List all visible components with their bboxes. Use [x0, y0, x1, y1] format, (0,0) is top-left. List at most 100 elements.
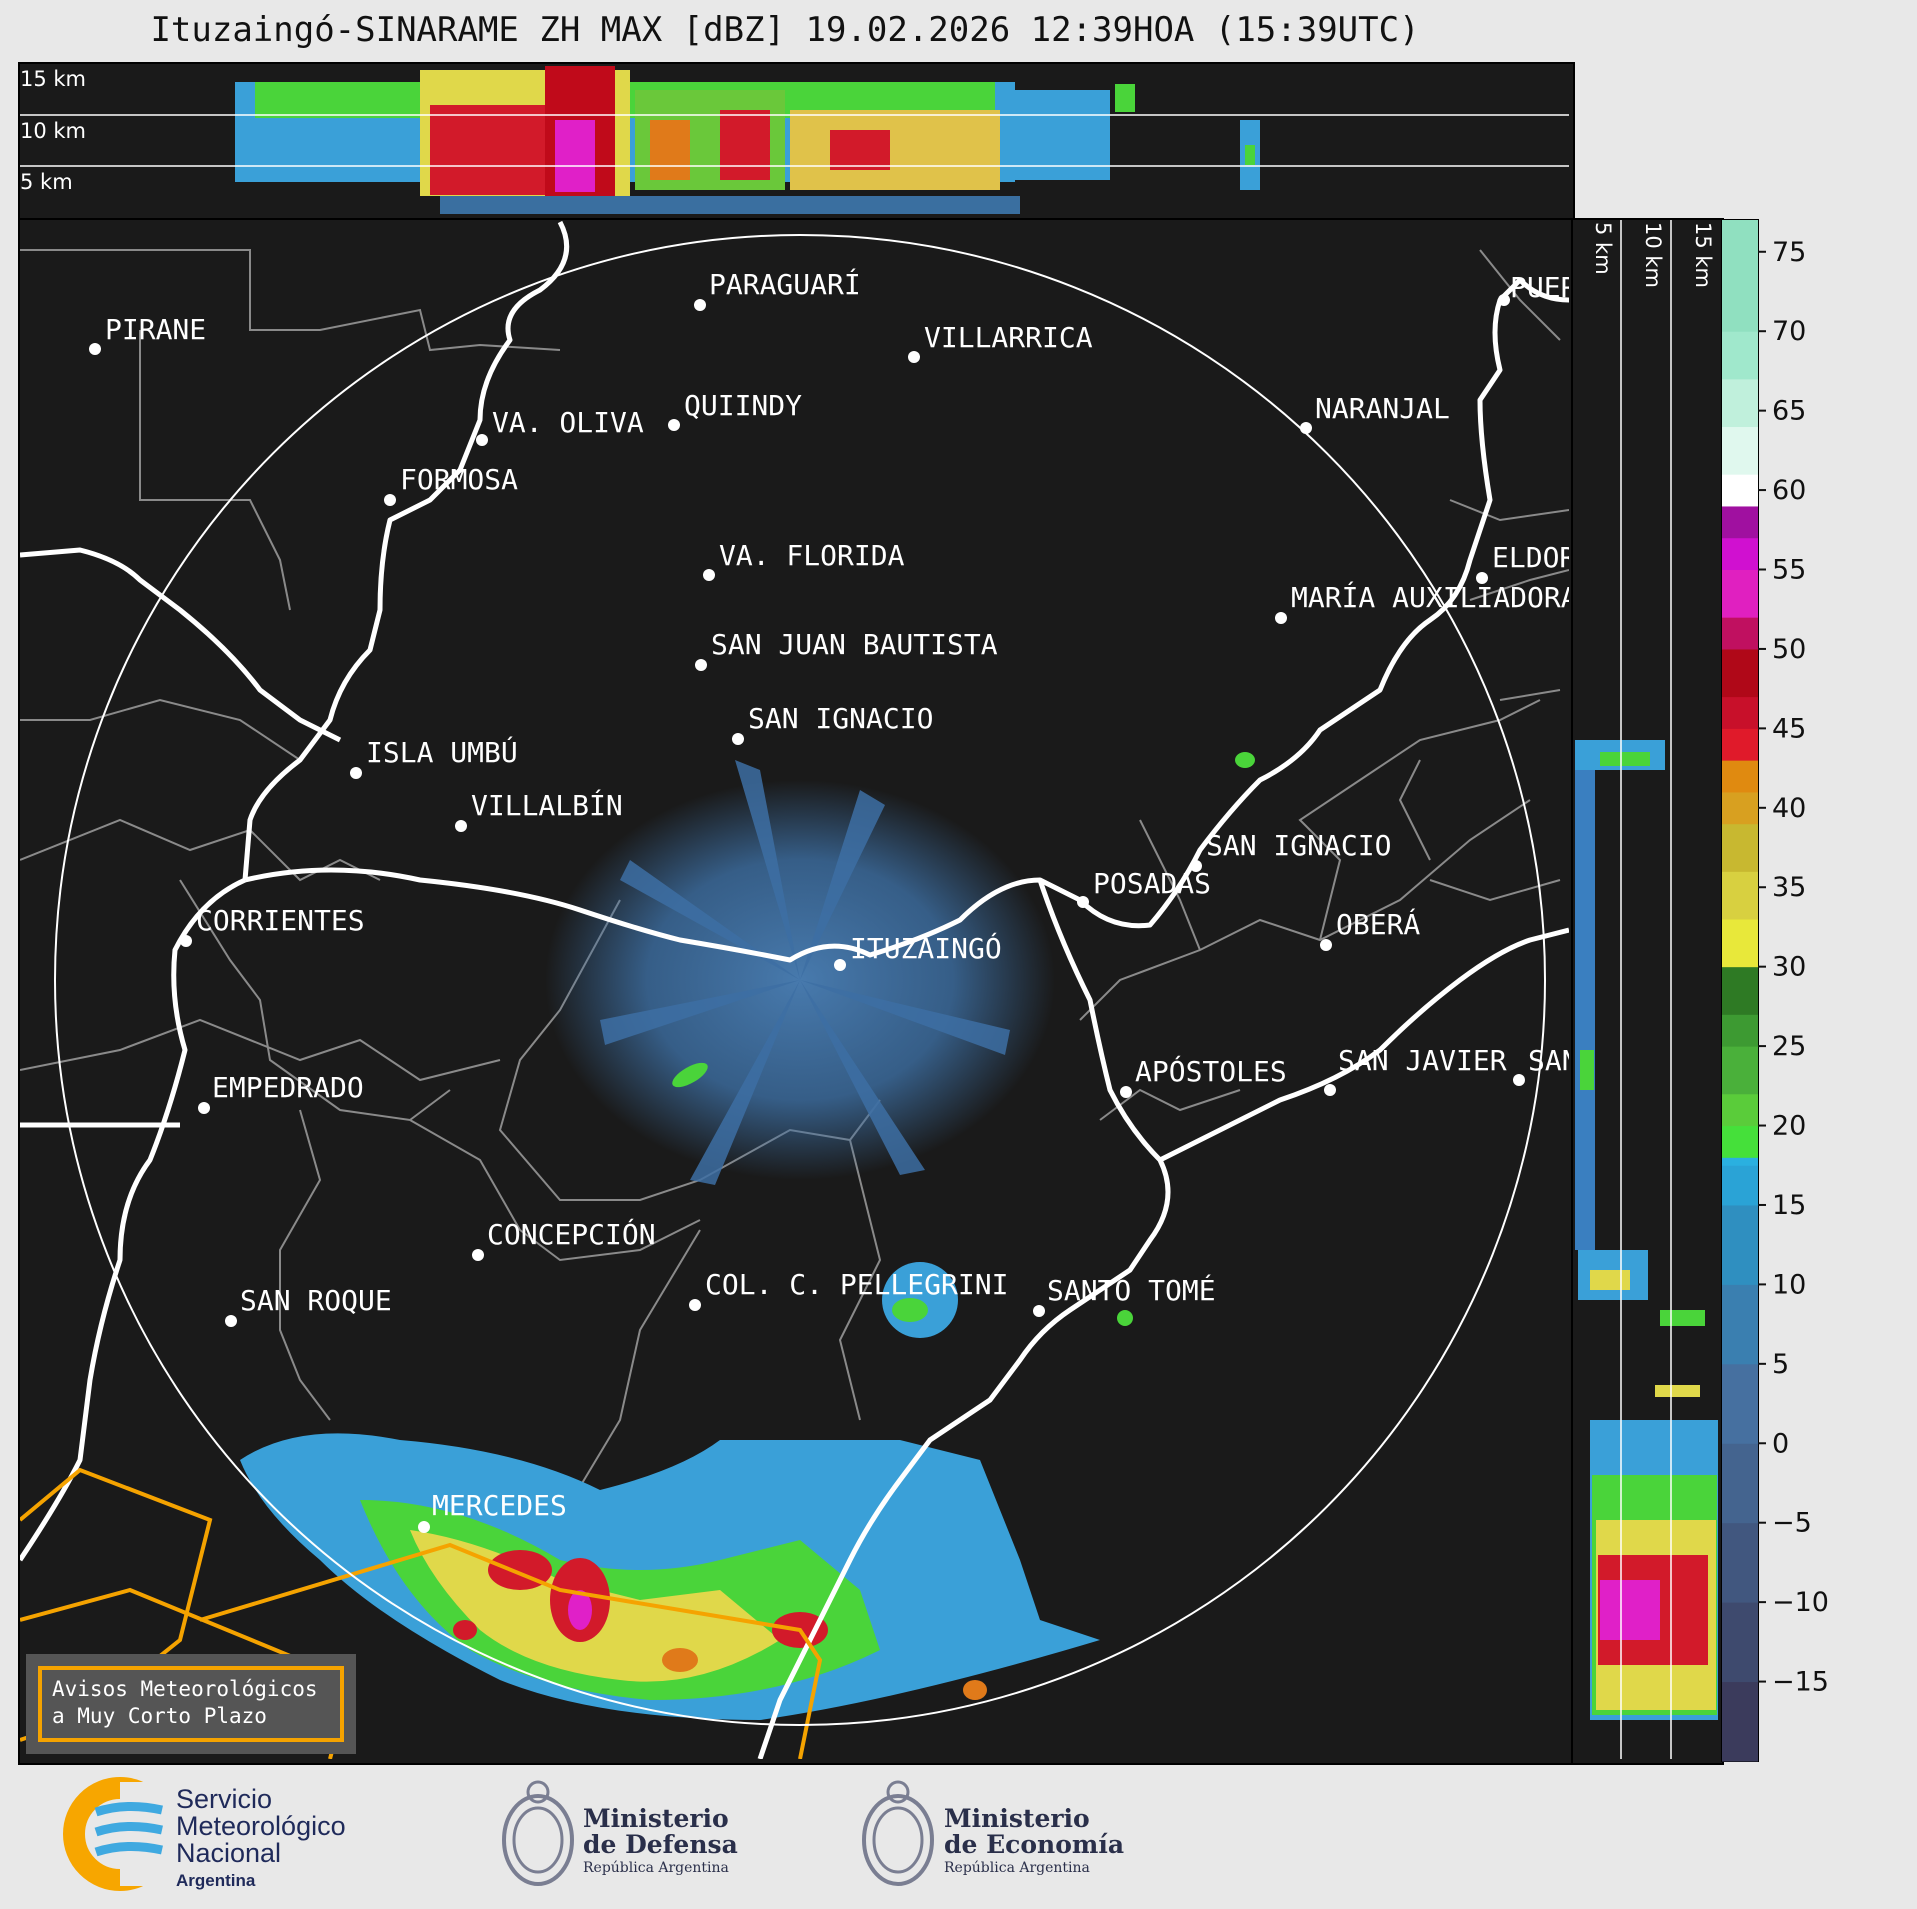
colorbar-tick-label: 5 — [1772, 1349, 1789, 1380]
defensa-line: República Argentina — [583, 1860, 729, 1876]
colorbar-swatch — [1722, 1602, 1758, 1683]
colorbar-swatch — [1722, 1522, 1758, 1603]
side-altitude-label: 5 km — [1591, 222, 1615, 275]
colorbar-swatch — [1722, 1046, 1758, 1095]
colorbar-swatch — [1722, 426, 1758, 475]
colorbar-tick-label: 40 — [1772, 793, 1806, 824]
footer-logos: Servicio Meteorológico Nacional Argentin… — [0, 1762, 1917, 1909]
top-altitude-label: 15 km — [20, 67, 86, 91]
city-label: CORRIENTES — [196, 904, 365, 937]
city-label: VILLARRICA — [924, 321, 1093, 354]
colorbar-swatch — [1722, 728, 1758, 761]
colorbar-swatch — [1722, 1014, 1758, 1047]
side-altitude-label: 15 km — [1691, 222, 1715, 288]
top-cappi-echoes — [235, 66, 1260, 214]
city-label: SAN JAVIER — [1338, 1044, 1507, 1077]
defensa-line: Ministerio — [583, 1804, 729, 1833]
city-label: SAN IGNACIO — [1206, 829, 1391, 862]
city-label: NARANJAL — [1315, 392, 1450, 425]
colorbar-swatch — [1722, 1093, 1758, 1127]
city-label: SAN ROQUE — [240, 1284, 392, 1317]
colorbar-swatch — [1722, 331, 1758, 380]
colorbar-tick-label: 25 — [1772, 1031, 1806, 1062]
city-label: CONCEPCIÓN — [487, 1217, 656, 1251]
page-title: Ituzaingó-SINARAME ZH MAX [dBZ] 19.02.20… — [150, 10, 1420, 50]
city-label: MARÍA AUXILIADORA — [1291, 580, 1578, 614]
city-labels: PIRANE PARAGUARÍ VILLARRICA QUIINDY VA. … — [105, 267, 1611, 1522]
smn-line: Nacional — [176, 1838, 282, 1868]
footer-graphics — [63, 1777, 934, 1891]
colorbar-swatch — [1722, 823, 1758, 872]
colorbar-tick-label: 10 — [1772, 1269, 1806, 1300]
economia-line: República Argentina — [944, 1860, 1090, 1876]
city-label: SAN — [1528, 1044, 1579, 1077]
colorbar-tick-label: 50 — [1772, 634, 1806, 665]
city-label: POSADAS — [1093, 867, 1211, 900]
colorbar-swatch — [1722, 696, 1758, 729]
colorbar-swatch — [1722, 474, 1758, 507]
colorbar-tick-label: −15 — [1772, 1667, 1829, 1698]
colorbar-swatch — [1722, 871, 1758, 920]
colorbar-tick-label: 55 — [1772, 555, 1806, 586]
colorbar-tick-label: 30 — [1772, 952, 1806, 983]
colorbar-swatch — [1722, 1125, 1758, 1158]
aviso-badge: Avisos Meteorológicos a Muy Corto Plazo — [26, 1654, 356, 1754]
colorbar-swatch — [1722, 791, 1758, 825]
colorbar-tick-label: 45 — [1772, 713, 1806, 744]
smn-logo-icon — [63, 1777, 180, 1891]
colorbar-tick-label: 70 — [1772, 316, 1806, 347]
colorbar-swatch — [1722, 1157, 1758, 1166]
city-label: APÓSTOLES — [1135, 1054, 1287, 1088]
colorbar-tick-label: 15 — [1772, 1190, 1806, 1221]
economia-emblem-icon — [862, 1780, 934, 1886]
city-label: ITUZAINGÓ — [850, 931, 1002, 965]
smn-logo-text: Servicio Meteorológico Nacional Argentin… — [176, 1786, 346, 1894]
colorbar-swatch — [1722, 1204, 1758, 1285]
colorbar-swatch — [1722, 569, 1758, 618]
colorbar-tick-label: 60 — [1772, 475, 1806, 506]
international-borders — [20, 220, 1569, 1759]
city-label: FORMOSA — [400, 463, 518, 496]
city-label: PARAGUARÍ — [709, 267, 861, 301]
colorbar-tick-label: 75 — [1772, 237, 1806, 268]
economia-line: Ministerio — [944, 1804, 1090, 1833]
city-label: PUERTO — [1510, 271, 1611, 304]
city-label: SAN IGNACIO — [748, 702, 933, 735]
city-label: VILLALBÍN — [471, 788, 623, 822]
colorbar-swatch — [1722, 505, 1758, 539]
colorbar-swatch — [1722, 537, 1758, 571]
defensa-line: de Defensa — [583, 1830, 738, 1859]
colorbar-swatch — [1722, 966, 1758, 1015]
colorbar-swatch — [1722, 220, 1758, 332]
colorbar-tick-label: 20 — [1772, 1111, 1806, 1142]
range-ring — [54, 234, 1546, 1726]
colorbar-swatch — [1722, 617, 1758, 650]
smn-line: Meteorológico — [176, 1811, 346, 1841]
city-label: OBERÁ — [1336, 907, 1420, 941]
city-label: QUIINDY — [684, 389, 802, 422]
city-label: COL. C. PELLEGRINI — [705, 1268, 1008, 1301]
colorbar-swatch — [1722, 1363, 1758, 1444]
city-markers — [89, 294, 1525, 1533]
colorbar-tick-label: 35 — [1772, 872, 1806, 903]
colorbar-tick-label: 0 — [1772, 1428, 1789, 1459]
colorbar-swatch — [1722, 648, 1758, 698]
economia-logo-text: Ministerio de Economía República Argenti… — [944, 1806, 1124, 1878]
city-label: EMPEDRADO — [212, 1071, 364, 1104]
city-label: SANTO TOMÉ — [1047, 1273, 1216, 1307]
colorbar-swatch — [1722, 760, 1758, 793]
colorbar-tick-label: −10 — [1772, 1587, 1829, 1618]
colorbar-swatches — [1722, 220, 1758, 1762]
city-label: ISLA UMBÚ — [366, 735, 518, 769]
defensa-emblem-icon — [502, 1780, 574, 1886]
aviso-line: Avisos Meteorológicos — [52, 1677, 318, 1701]
colorbar-tick-label: 65 — [1772, 396, 1806, 427]
admin-boundaries — [20, 249, 1569, 1521]
colorbar-tick-label: −5 — [1772, 1508, 1812, 1539]
top-altitude-label: 5 km — [20, 170, 73, 194]
colorbar-swatch — [1722, 1165, 1758, 1206]
smn-line: Servicio — [176, 1784, 273, 1814]
